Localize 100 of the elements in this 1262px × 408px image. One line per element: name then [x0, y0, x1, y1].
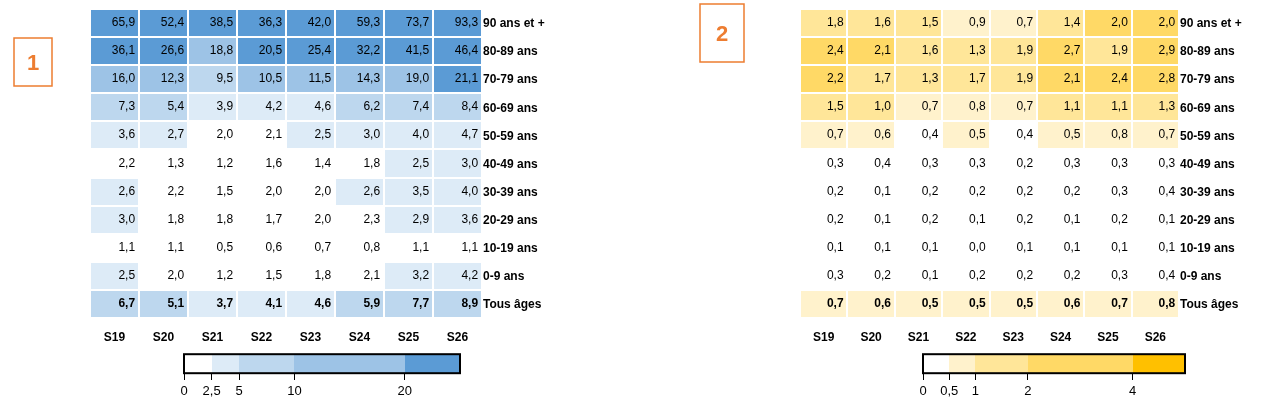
data-label: 0,1 — [1063, 211, 1081, 226]
data-label: 0,6 — [874, 127, 892, 142]
data-label: 21,1 — [454, 71, 479, 86]
data-label: 1,5 — [826, 99, 844, 114]
color-bar-label: 2 — [1024, 383, 1032, 399]
data-label: 0,2 — [969, 267, 987, 282]
data-label: 3,0 — [461, 155, 479, 170]
data-label: 0,3 — [826, 155, 844, 170]
x-tick-label: S24 — [348, 330, 371, 344]
data-label: 0,1 — [1158, 239, 1176, 254]
data-label: 0,4 — [1158, 183, 1176, 198]
data-label: 2,1 — [265, 127, 283, 142]
data-label: 1,4 — [1063, 15, 1081, 30]
data-label: 0,7 — [1016, 99, 1034, 114]
x-tick-label: S20 — [152, 330, 175, 344]
data-label: 0,1 — [969, 211, 987, 226]
data-label: 3,7 — [216, 295, 234, 310]
data-label: 0,7 — [921, 99, 939, 114]
data-label: 36,1 — [111, 43, 136, 58]
data-label: 0,5 — [921, 295, 939, 310]
data-label: 73,7 — [405, 15, 430, 30]
data-label: 0,3 — [826, 267, 844, 282]
y-tick-label: 0-9 ans — [1180, 269, 1222, 284]
data-label: 26,6 — [160, 43, 185, 58]
x-tick-label: S25 — [1097, 330, 1119, 344]
color-bar-label: 5 — [235, 383, 243, 399]
y-tick-label: 80-89 ans — [483, 44, 539, 59]
data-label: 0,2 — [921, 183, 939, 198]
data-label: 2,2 — [118, 155, 136, 170]
data-label: 1,9 — [1016, 71, 1034, 86]
color-bar-label: 1 — [971, 383, 980, 399]
x-tick-label: S26 — [446, 330, 469, 344]
color-bar-label: 10 — [287, 383, 302, 399]
data-label: 0,7 — [1111, 295, 1129, 310]
data-label: 0,1 — [921, 267, 939, 282]
data-label: 0,3 — [1158, 155, 1176, 170]
data-label: 1,7 — [265, 211, 283, 226]
data-label: 0,3 — [1063, 155, 1081, 170]
data-label: 5,1 — [167, 295, 185, 310]
data-label: 0,5 — [969, 127, 987, 142]
data-label: 93,3 — [454, 15, 479, 30]
y-tick-label: 70-79 ans — [483, 72, 539, 87]
data-label: 0,5 — [1016, 295, 1034, 310]
data-label: 2,0 — [314, 211, 332, 226]
data-label: 0,3 — [921, 155, 939, 170]
y-tick-label: 30-39 ans — [483, 184, 539, 199]
data-label: 65,9 — [111, 15, 136, 30]
y-tick-label: 90 ans et + — [1180, 16, 1242, 31]
data-label: 4,6 — [314, 295, 332, 310]
data-label: 0,1 — [1111, 239, 1129, 254]
data-label: 0,5 — [216, 239, 234, 254]
data-label: 1,0 — [874, 99, 892, 114]
x-tick-label: S22 — [250, 330, 273, 344]
data-label: 2,2 — [826, 71, 844, 86]
data-label: 4,6 — [314, 99, 332, 114]
data-label: 1,8 — [216, 211, 234, 226]
data-label: 0,6 — [1063, 295, 1081, 310]
x-tick-label: S26 — [1144, 330, 1167, 344]
data-label: 0,2 — [1063, 183, 1081, 198]
data-label: 12,3 — [160, 71, 185, 86]
data-label: 1,9 — [1016, 43, 1034, 58]
y-tick-label: 50-59 ans — [483, 128, 539, 143]
data-label: 0,6 — [265, 239, 283, 254]
data-label: 1,6 — [921, 43, 939, 58]
data-label: 2,4 — [826, 43, 844, 58]
data-label: 2,0 — [265, 183, 283, 198]
y-tick-label: 10-19 ans — [1180, 240, 1236, 255]
color-bar-label: 4 — [1128, 383, 1137, 399]
x-tick-label: S25 — [397, 330, 420, 344]
data-label: 0,5 — [969, 295, 987, 310]
data-label: 7,3 — [118, 99, 136, 114]
x-tick-label: S22 — [955, 330, 977, 344]
data-label: 4,2 — [461, 267, 479, 282]
y-tick-label: 60-69 ans — [483, 100, 539, 115]
data-label: 0,2 — [826, 183, 844, 198]
data-label: 0,1 — [874, 239, 892, 254]
data-label: 46,4 — [454, 43, 479, 58]
data-label: 8,9 — [461, 295, 479, 310]
data-label: 2,1 — [874, 43, 892, 58]
x-tick-label: S20 — [860, 330, 883, 344]
data-label: 1,1 — [167, 239, 185, 254]
data-label: 0,4 — [921, 127, 939, 142]
data-label: 0,1 — [1016, 239, 1034, 254]
data-label: 2,6 — [118, 183, 136, 198]
data-label: 1,9 — [1111, 43, 1129, 58]
data-label: 1,1 — [461, 239, 479, 254]
color-bar-label: 2,5 — [202, 383, 221, 399]
data-label: 0,7 — [1158, 127, 1176, 142]
data-label: 19,0 — [405, 71, 430, 86]
data-label: 0,2 — [1016, 267, 1034, 282]
data-label: 3,6 — [461, 211, 479, 226]
data-label: 0,1 — [874, 183, 892, 198]
data-label: 1,8 — [826, 15, 844, 30]
data-label: 1,1 — [412, 239, 430, 254]
y-tick-label: 90 ans et + — [483, 16, 545, 31]
data-label: 2,5 — [118, 267, 136, 282]
data-label: 18,8 — [209, 43, 234, 58]
data-label: 1,5 — [265, 267, 283, 282]
color-bar-label: 0 — [180, 383, 188, 399]
color-bar-label: 0,5 — [940, 383, 959, 399]
